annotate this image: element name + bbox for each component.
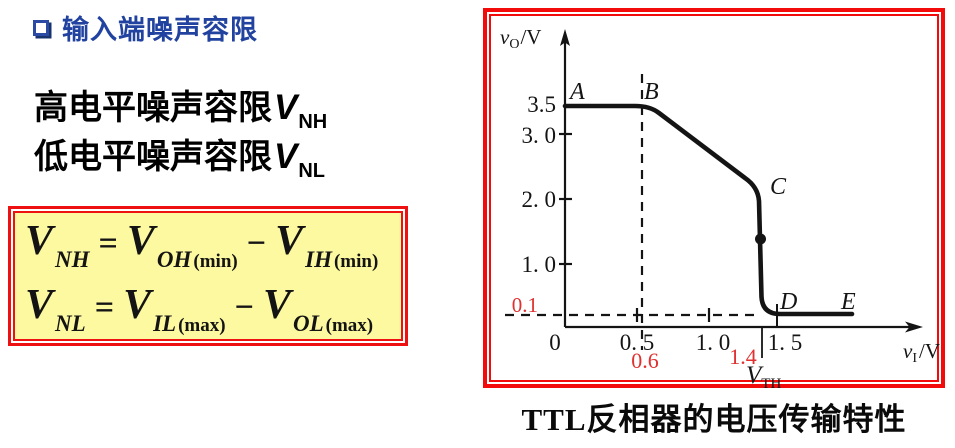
vtc-chart-svg: vO/V vI/V 3.5 3. 0 2. 0 1. 0 0.1 0 0. 5 … xyxy=(500,25,940,392)
point-label-A: A xyxy=(568,79,585,105)
formula1-term2-sub: IH xyxy=(305,247,332,272)
formula2-term1: V xyxy=(123,282,152,328)
formula-box-inner: V NH = V OH (min) − V IH (min) V NL = V IL (max)… xyxy=(13,211,403,341)
x-tick-label-0: 0 xyxy=(549,330,561,355)
formula2-minus: − xyxy=(234,289,254,326)
point-label-C: C xyxy=(770,174,787,200)
formula2-term2: V xyxy=(262,282,291,328)
x-tick-label-1.0: 1. 0 xyxy=(696,330,731,355)
page-title: 输入端噪声容限 xyxy=(62,15,258,45)
formula1-term2-qualifier: (min) xyxy=(333,251,379,272)
formula2-equals: = xyxy=(94,289,115,326)
x-axis-arrow-icon xyxy=(905,321,923,333)
formula-vnl: V NL = V IL (max) − V OL (max) xyxy=(25,281,391,345)
vnl-subscript: NL xyxy=(298,160,326,182)
formula1-term1-qualifier: (min) xyxy=(193,251,238,272)
formula2-term1-qualifier: (max) xyxy=(178,315,226,336)
formula2-term2-qualifier: (max) xyxy=(325,315,374,336)
x-axis-label: vI/V xyxy=(903,339,940,366)
formula2-term2-sub: OL xyxy=(292,311,324,336)
formula1-equals: = xyxy=(98,225,118,262)
vnh-symbol: V xyxy=(274,88,298,127)
y-red-label-0.1: 0.1 xyxy=(512,293,538,317)
formula1-minus: − xyxy=(246,225,267,262)
y-tick-label-2.0: 2. 0 xyxy=(522,187,557,212)
x-tick-label-0.5: 0. 5 xyxy=(620,330,655,355)
curve-dot-marker xyxy=(755,233,766,245)
y-axis-arrow-icon xyxy=(560,29,570,46)
point-label-E: E xyxy=(840,289,856,315)
formula1-lhs: V xyxy=(25,218,54,264)
low-level-text: 低电平噪声容限 xyxy=(34,138,272,176)
vnh-subscript: NH xyxy=(298,111,328,133)
formula1-term1-sub: OH xyxy=(156,247,192,272)
formula2-lhs-sub: NL xyxy=(55,311,86,336)
formula1-lhs-sub: NH xyxy=(55,247,90,272)
y-tick-label-3.0: 3. 0 xyxy=(522,123,557,148)
vnl-symbol: V xyxy=(274,137,298,176)
noise-margin-formula-box: V NH = V OH (min) − V IH (min) V NL = V IL (max)… xyxy=(8,206,408,346)
vtc-chart-area: vO/V vI/V 3.5 3. 0 2. 0 1. 0 0.1 0 0. 5 … xyxy=(489,14,940,392)
formula2-lhs: V xyxy=(25,282,54,328)
y-tick-label-3.5: 3.5 xyxy=(527,92,556,117)
point-label-D: D xyxy=(779,289,797,315)
x-red-label-0.6: 0.6 xyxy=(631,348,659,373)
y-axis-label: vO/V xyxy=(500,25,541,52)
chart-caption: TTL反相器的电压传输特性 xyxy=(521,402,907,437)
noise-margin-definitions: 高电平噪声容限 V NH 低电平噪声容限 V NL xyxy=(34,86,327,184)
x-red-label-1.4: 1.4 xyxy=(729,344,757,369)
y-tick-label-1.0: 1. 0 xyxy=(522,252,557,277)
bullet-square-icon xyxy=(33,19,49,36)
formula1-term1: V xyxy=(126,218,155,264)
slide-title-row: 输入端噪声容限 xyxy=(33,8,258,47)
x-tick-label-1.5: 1. 5 xyxy=(768,330,803,355)
vth-label: VTH xyxy=(746,362,781,392)
formula2-term1-sub: IL xyxy=(153,311,177,336)
formula1-term2: V xyxy=(275,218,304,264)
high-level-text: 高电平噪声容限 xyxy=(34,89,272,127)
transfer-curve-path xyxy=(562,103,855,317)
formula-vnh: V NH = V OH (min) − V IH (min) xyxy=(25,217,391,281)
high-level-noise-margin-label: 高电平噪声容限 V NH xyxy=(34,86,327,135)
vtc-chart-frame: vO/V vI/V 3.5 3. 0 2. 0 1. 0 0.1 0 0. 5 … xyxy=(483,8,945,392)
low-level-noise-margin-label: 低电平噪声容限 V NL xyxy=(34,135,327,184)
point-label-B: B xyxy=(644,79,659,105)
